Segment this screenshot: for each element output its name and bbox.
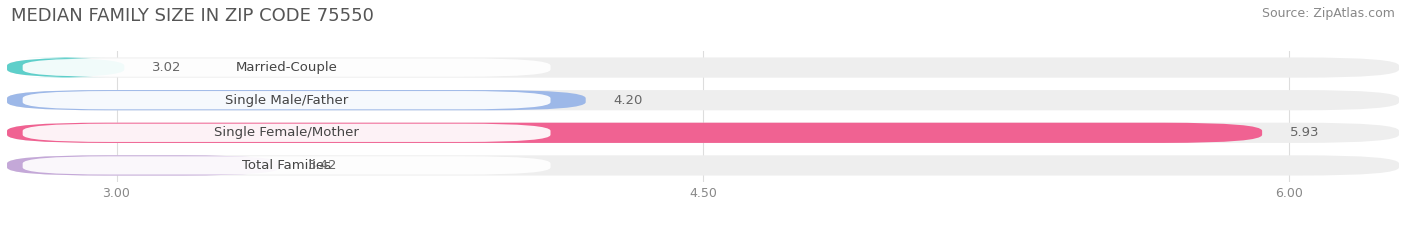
Text: 4.20: 4.20 <box>613 94 643 107</box>
FancyBboxPatch shape <box>22 91 551 109</box>
Text: 3.42: 3.42 <box>308 159 337 172</box>
FancyBboxPatch shape <box>7 90 1399 110</box>
FancyBboxPatch shape <box>22 124 551 142</box>
FancyBboxPatch shape <box>7 155 1399 175</box>
FancyBboxPatch shape <box>7 90 586 110</box>
FancyBboxPatch shape <box>7 155 281 175</box>
Text: 3.02: 3.02 <box>152 61 181 74</box>
Text: Single Male/Father: Single Male/Father <box>225 94 349 107</box>
Text: Married-Couple: Married-Couple <box>236 61 337 74</box>
FancyBboxPatch shape <box>7 58 124 78</box>
FancyBboxPatch shape <box>22 58 551 77</box>
FancyBboxPatch shape <box>7 123 1399 143</box>
FancyBboxPatch shape <box>22 156 551 175</box>
FancyBboxPatch shape <box>7 58 1399 78</box>
Text: Source: ZipAtlas.com: Source: ZipAtlas.com <box>1261 7 1395 20</box>
Text: Total Families: Total Families <box>242 159 330 172</box>
FancyBboxPatch shape <box>7 123 1263 143</box>
Text: MEDIAN FAMILY SIZE IN ZIP CODE 75550: MEDIAN FAMILY SIZE IN ZIP CODE 75550 <box>11 7 374 25</box>
Text: 5.93: 5.93 <box>1289 126 1319 139</box>
Text: Single Female/Mother: Single Female/Mother <box>214 126 359 139</box>
